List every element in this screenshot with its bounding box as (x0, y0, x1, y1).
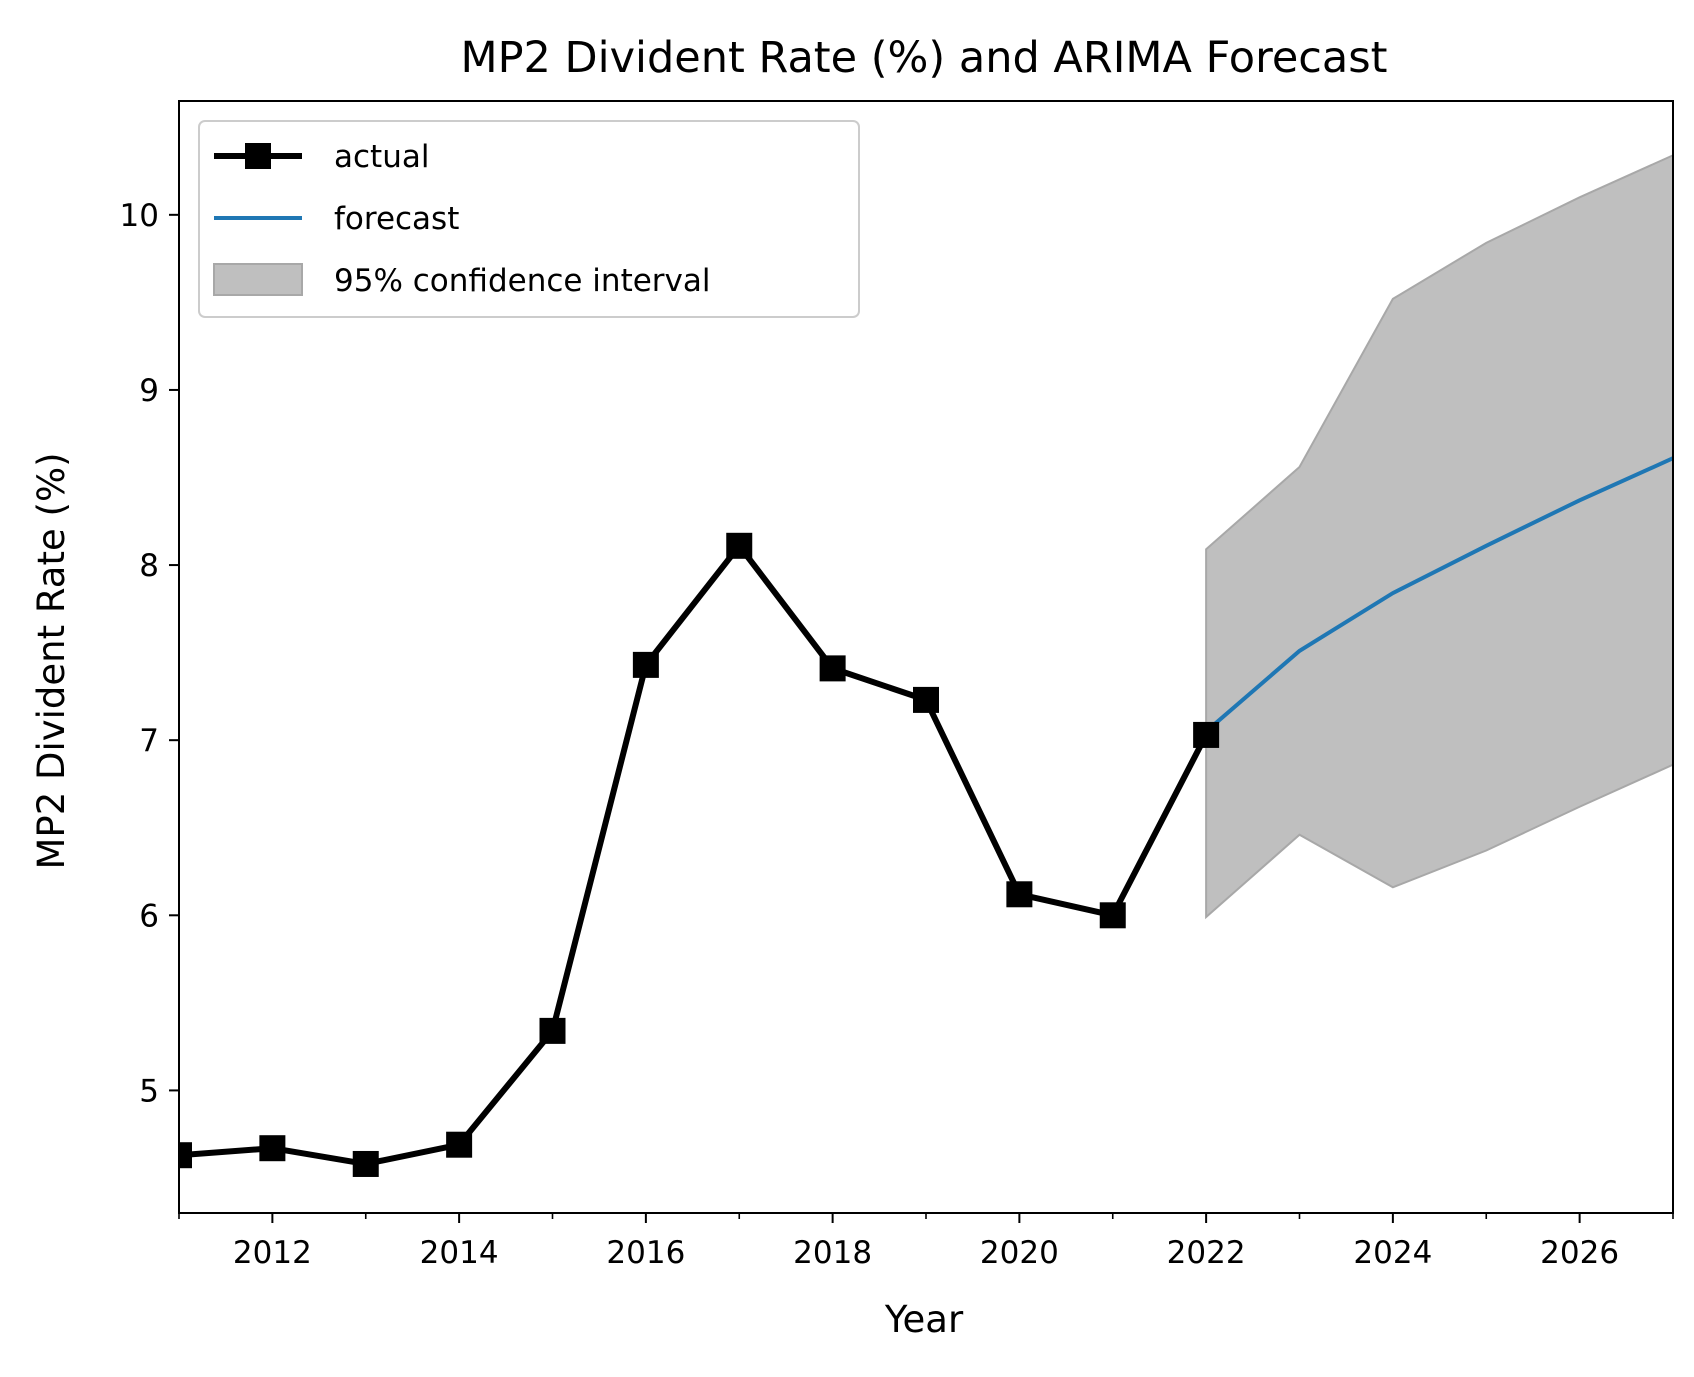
x-tick-label-2020: 2020 (980, 1235, 1059, 1271)
legend-band-label: 95% confidence interval (334, 263, 711, 299)
actual-marker-2017 (726, 532, 753, 559)
actual-marker-2019 (913, 686, 939, 713)
y-tick-label-5: 5 (139, 1073, 159, 1109)
x-tick-label-2026: 2026 (1540, 1235, 1619, 1271)
actual-line (179, 542, 1209, 1167)
x-tick-label-2014: 2014 (420, 1235, 499, 1271)
actual-marker-2018 (819, 655, 846, 682)
actual-marker-2020 (1006, 881, 1033, 908)
y-tick-label-8: 8 (139, 548, 159, 584)
actual-marker-2022 (1193, 721, 1220, 748)
plot-area (179, 154, 1673, 1177)
chart-title: MP2 Divident Rate (%) and ARIMA Forecast (460, 33, 1387, 83)
x-tick-label-2012: 2012 (233, 1235, 312, 1271)
y-axis-ticks: 5 6 7 8 9 10 (120, 198, 179, 1109)
actual-marker-2012 (259, 1135, 286, 1162)
actual-marker-2016 (632, 651, 659, 678)
plot-frame (178, 100, 1674, 1214)
x-tick-label-2016: 2016 (606, 1235, 685, 1271)
x-axis-label: Year (884, 1298, 964, 1341)
y-tick-label-7: 7 (139, 723, 159, 759)
actual-marker-2014 (446, 1131, 473, 1158)
x-tick-label-2022: 2022 (1167, 1235, 1246, 1271)
x-axis-ticks: 2012 2014 2016 2018 2020 2022 2024 2026 (178, 1213, 1674, 1271)
y-axis-label: MP2 Divident Rate (%) (30, 452, 73, 869)
legend-band-swatch (213, 263, 303, 296)
y-tick-label-9: 9 (139, 373, 159, 409)
legend-actual-marker (245, 143, 271, 169)
legend: actual forecast 95% confidence interval (198, 120, 860, 318)
x-tick-label-2018: 2018 (793, 1235, 872, 1271)
confidence-band (1205, 154, 1673, 920)
forecast-line (1204, 456, 1673, 733)
y-tick-label-10: 10 (120, 198, 159, 234)
actual-marker-2011 (179, 1142, 192, 1169)
actual-marker-2013 (352, 1150, 379, 1177)
x-tick-label-2024: 2024 (1353, 1235, 1432, 1271)
actual-marker-2021 (1099, 902, 1126, 929)
actual-marker-2015 (539, 1017, 566, 1044)
y-tick-label-6: 6 (139, 898, 159, 934)
legend-actual-label: actual (334, 139, 429, 175)
legend-forecast-label: forecast (334, 201, 459, 237)
legend-box (198, 120, 860, 318)
